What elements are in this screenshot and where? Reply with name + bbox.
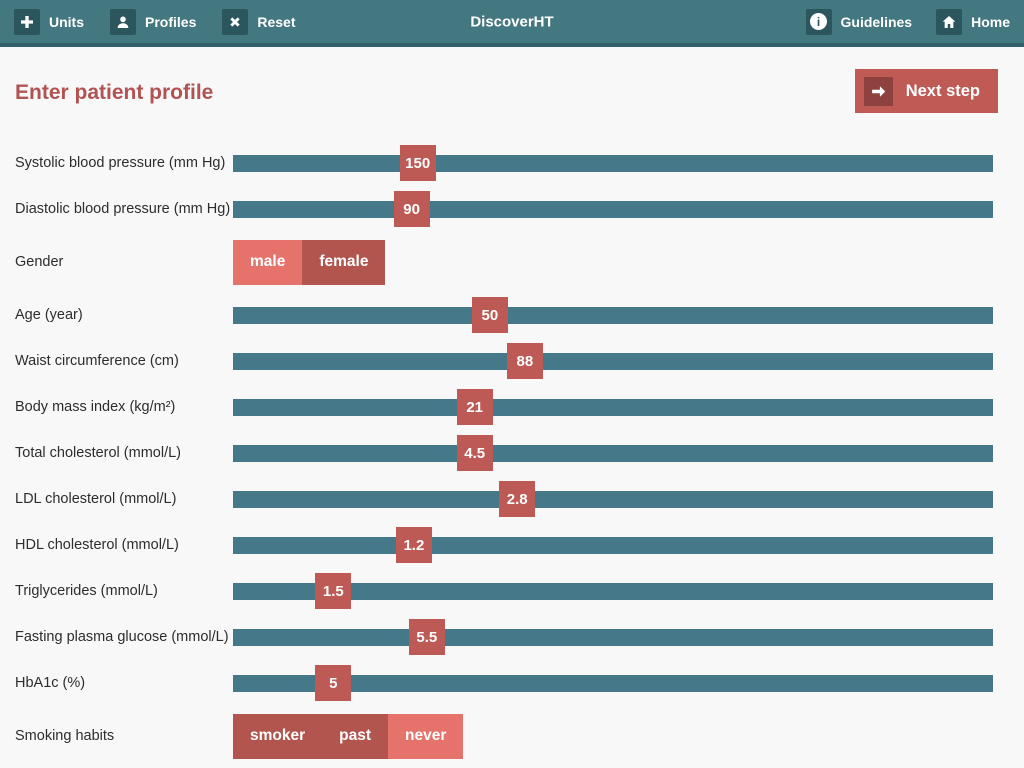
nav-home[interactable]: Home — [936, 8, 1010, 35]
slider-track[interactable] — [233, 398, 993, 416]
slider-track[interactable] — [233, 628, 993, 646]
slider-diastolic-blood-pressure-mm-hg: 90 — [233, 191, 993, 227]
row-label: LDL cholesterol (mmol/L) — [15, 491, 177, 507]
slider-track[interactable] — [233, 536, 993, 554]
x-icon — [222, 8, 249, 35]
row-label: Smoking habits — [15, 728, 115, 744]
topbar-left-group: Units Profiles Reset — [14, 8, 296, 35]
row-label: HDL cholesterol (mmol/L) — [15, 537, 179, 553]
info-icon-glyph: i — [810, 13, 828, 30]
slider-track[interactable] — [233, 674, 993, 692]
slider-track[interactable] — [233, 154, 993, 172]
slider-handle[interactable]: 2.8 — [499, 481, 536, 517]
topbar-right-group: i Guidelines Home — [805, 8, 1010, 35]
patient-profile-form: Systolic blood pressure (mm Hg) 150 Diasto… — [0, 140, 1024, 766]
slider-total-cholesterol-mmol-l: 4.5 — [233, 435, 993, 471]
toggle-option-female[interactable]: female — [302, 239, 386, 285]
nav-guidelines-label: Guidelines — [840, 13, 913, 30]
slider-handle[interactable]: 50 — [471, 297, 508, 333]
next-step-button[interactable]: Next step — [854, 69, 998, 113]
slider-row-waist-circumference-cm: Waist circumference (cm) 88 — [15, 338, 993, 384]
arrow-right-icon — [863, 76, 893, 106]
toggle-row-gender: Gender male female — [15, 232, 993, 292]
slider-handle[interactable]: 5.5 — [408, 619, 445, 655]
slider-row-triglycerides-mmol-l: Triglycerides (mmol/L) 1.5 — [15, 568, 993, 614]
home-icon — [936, 8, 963, 35]
row-label: HbA1c (%) — [15, 675, 86, 691]
slider-row-total-cholesterol-mmol-l: Total cholesterol (mmol/L) 4.5 — [15, 430, 993, 476]
slider-track[interactable] — [233, 444, 993, 462]
slider-handle[interactable]: 1.5 — [315, 573, 352, 609]
slider-row-hdl-cholesterol-mmol-l: HDL cholesterol (mmol/L) 1.2 — [15, 522, 993, 568]
slider-row-fasting-plasma-glucose-mmol-l: Fasting plasma glucose (mmol/L) 5.5 — [15, 614, 993, 660]
slider-handle[interactable]: 150 — [399, 145, 436, 181]
toggle-row-smoking-habits: Smoking habits smoker past never — [15, 706, 993, 766]
row-label: Triglycerides (mmol/L) — [15, 583, 158, 599]
slider-track[interactable] — [233, 582, 993, 600]
toggle-option-male[interactable]: male — [233, 239, 303, 285]
toggle-option-past[interactable]: past — [322, 713, 389, 759]
nav-home-label: Home — [971, 13, 1010, 30]
slider-row-diastolic-blood-pressure-mm-hg: Diastolic blood pressure (mm Hg) 90 — [15, 186, 993, 232]
slider-row-hba1c: HbA1c (%) 5 — [15, 660, 993, 706]
nav-units[interactable]: Units — [14, 8, 84, 35]
row-label: Waist circumference (cm) — [15, 353, 179, 369]
slider-hba1c: 5 — [233, 665, 993, 701]
slider-track[interactable] — [233, 352, 993, 370]
person-icon — [110, 8, 136, 35]
nav-units-label: Units — [49, 13, 84, 30]
row-label: Fasting plasma glucose (mmol/L) — [15, 629, 229, 645]
next-step-label: Next step — [905, 81, 980, 100]
slider-handle[interactable]: 1.2 — [395, 527, 432, 563]
slider-triglycerides-mmol-l: 1.5 — [233, 573, 993, 609]
slider-systolic-blood-pressure-mm-hg: 150 — [233, 145, 993, 181]
topbar: Units Profiles Reset DiscoverHT i Guidel… — [0, 0, 1024, 47]
row-label: Gender — [15, 254, 64, 270]
row-label: Total cholesterol (mmol/L) — [15, 445, 181, 461]
toggle-group-gender: male female — [233, 239, 386, 285]
slider-ldl-cholesterol-mmol-l: 2.8 — [233, 481, 993, 517]
page-header: Enter patient profile Next step — [0, 47, 1024, 140]
slider-row-systolic-blood-pressure-mm-hg: Systolic blood pressure (mm Hg) 150 — [15, 140, 993, 186]
nav-profiles[interactable]: Profiles — [110, 8, 197, 35]
slider-track[interactable] — [233, 200, 993, 218]
toggle-group-smoking-habits: smoker past never — [233, 713, 464, 759]
slider-age-year: 50 — [233, 297, 993, 333]
nav-profiles-label: Profiles — [145, 13, 197, 30]
toggle-option-smoker[interactable]: smoker — [233, 713, 323, 759]
slider-row-ldl-cholesterol-mmol-l: LDL cholesterol (mmol/L) 2.8 — [15, 476, 993, 522]
nav-reset[interactable]: Reset — [222, 8, 296, 35]
slider-row-age-year: Age (year) 50 — [15, 292, 993, 338]
row-label: Diastolic blood pressure (mm Hg) — [15, 201, 231, 217]
slider-handle[interactable]: 4.5 — [456, 435, 493, 471]
slider-body-mass-index-kg-m: 21 — [233, 389, 993, 425]
slider-handle[interactable]: 88 — [506, 343, 543, 379]
row-label: Systolic blood pressure (mm Hg) — [15, 155, 226, 171]
row-label: Age (year) — [15, 307, 83, 323]
slider-fasting-plasma-glucose-mmol-l: 5.5 — [233, 619, 993, 655]
slider-handle[interactable]: 5 — [315, 665, 352, 701]
slider-track[interactable] — [233, 306, 993, 324]
toggle-option-never[interactable]: never — [388, 713, 464, 759]
info-icon: i — [805, 8, 832, 35]
slider-row-body-mass-index-kg-m: Body mass index (kg/m²) 21 — [15, 384, 993, 430]
slider-waist-circumference-cm: 88 — [233, 343, 993, 379]
slider-hdl-cholesterol-mmol-l: 1.2 — [233, 527, 993, 563]
app-title: DiscoverHT — [470, 13, 554, 30]
nav-guidelines[interactable]: i Guidelines — [805, 8, 913, 35]
slider-track[interactable] — [233, 490, 993, 508]
slider-handle[interactable]: 90 — [393, 191, 430, 227]
page-title: Enter patient profile — [15, 81, 214, 104]
nav-reset-label: Reset — [257, 13, 296, 30]
plus-icon — [14, 8, 40, 35]
slider-handle[interactable]: 21 — [456, 389, 493, 425]
row-label: Body mass index (kg/m²) — [15, 399, 176, 415]
